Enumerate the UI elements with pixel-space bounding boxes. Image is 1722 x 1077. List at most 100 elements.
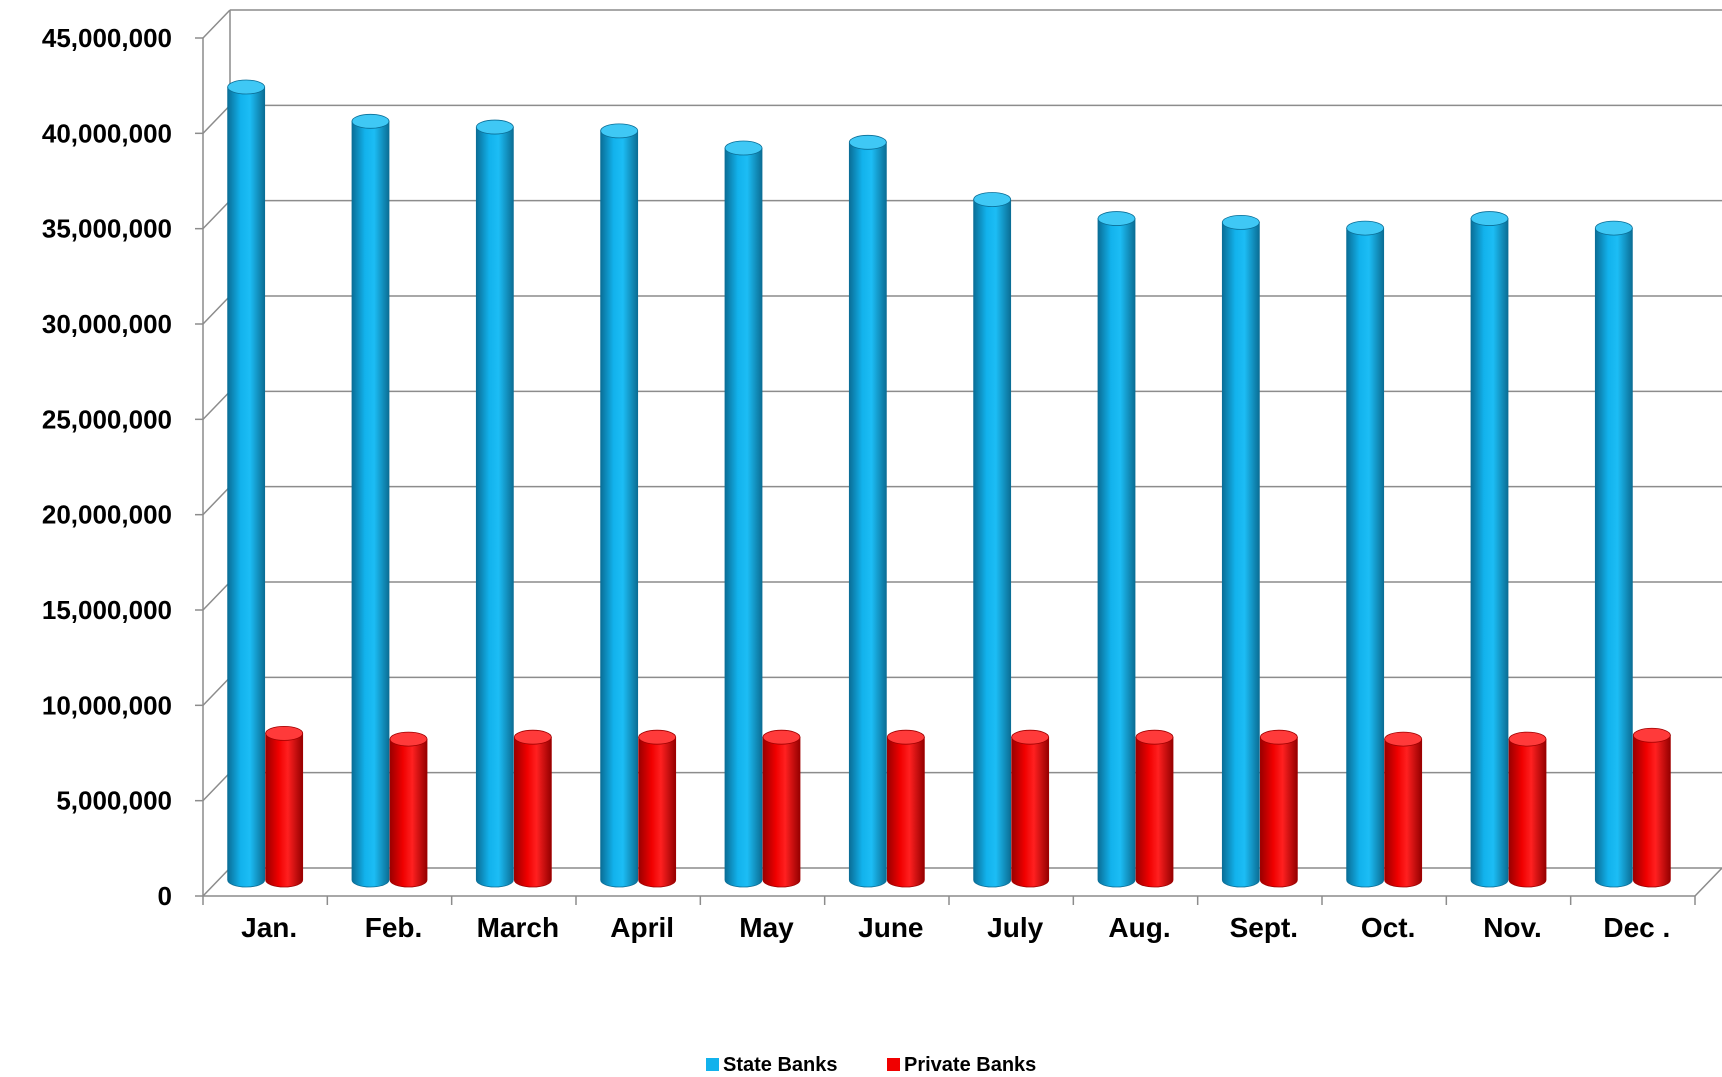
bar-state-banks-may <box>724 140 763 888</box>
bar-cap <box>1346 220 1385 236</box>
bar-cap <box>724 140 763 156</box>
gridline-depth <box>202 486 231 516</box>
bar-body <box>1221 221 1260 888</box>
bar-private-banks-sept <box>1259 729 1298 888</box>
gridline-depth <box>202 867 231 897</box>
labels-layer: 0 5,000,000 10,000,000 15,000,000 20,000,000… <box>42 23 1670 943</box>
bar-cap <box>1011 729 1050 745</box>
bar-body <box>513 736 552 888</box>
bar-cap <box>1259 729 1298 745</box>
bar-state-banks-oct <box>1346 220 1385 888</box>
y-tick-label: 15,000,000 <box>42 595 172 625</box>
x-category-label: Feb. <box>365 912 423 943</box>
bar-state-banks-april <box>600 123 639 888</box>
bar-cap <box>1632 727 1671 743</box>
bar-body <box>1097 218 1136 888</box>
y-tick-label: 5,000,000 <box>56 786 172 816</box>
bar-cap <box>762 729 801 745</box>
x-category-label: June <box>858 912 923 943</box>
bar-state-banks-dec <box>1594 220 1633 888</box>
legend-item-private-banks: Private Banks <box>887 1054 1036 1076</box>
bar-body <box>762 736 801 888</box>
bar-cap <box>1384 731 1423 747</box>
bar-body <box>1594 227 1633 888</box>
y-tick-label: 0 <box>158 881 172 911</box>
bar-private-banks-june <box>886 729 925 888</box>
bar-body <box>973 199 1012 888</box>
y-tick-label: 40,000,000 <box>42 118 172 148</box>
bar-state-banks-sept <box>1221 214 1260 888</box>
bar-cap <box>973 192 1012 207</box>
bar-state-banks-july <box>973 192 1012 888</box>
bar-body <box>475 126 514 888</box>
bar-body <box>886 736 925 888</box>
gridline-depth <box>202 581 231 611</box>
gridline-depth <box>202 200 231 230</box>
bar-private-banks-oct <box>1384 731 1423 888</box>
bar-private-banks-april <box>638 729 677 888</box>
y-tick-label: 10,000,000 <box>42 690 172 720</box>
gridline-depth <box>202 676 231 706</box>
bar-cap <box>600 123 639 139</box>
bar-cap <box>1097 211 1136 226</box>
x-category-label: March <box>477 912 559 943</box>
bar-cap <box>638 729 677 745</box>
y-tick-label: 25,000,000 <box>42 404 172 434</box>
bar-state-banks-jan <box>227 79 266 888</box>
bar-cap <box>848 134 887 150</box>
bar-body <box>1135 736 1174 888</box>
bar-private-banks-dec <box>1632 727 1671 888</box>
bar-private-banks-aug <box>1135 729 1174 888</box>
x-category-label: Nov. <box>1483 912 1542 943</box>
x-category-label: Sept. <box>1230 912 1298 943</box>
bar-body <box>1470 218 1509 888</box>
bar-state-banks-feb <box>351 113 390 888</box>
bar-cap <box>1135 729 1174 745</box>
bar-private-banks-jan <box>265 725 304 888</box>
axis-layer <box>195 37 1722 905</box>
bar-private-banks-feb <box>389 731 428 888</box>
bar-state-banks-march <box>475 119 514 888</box>
legend-label: State Banks <box>723 1054 838 1076</box>
bar-body <box>1632 734 1671 888</box>
floor-right-edge <box>1694 867 1722 897</box>
x-category-label: Oct. <box>1361 912 1415 943</box>
y-tick-label: 45,000,000 <box>42 23 172 53</box>
bar-body <box>389 738 428 888</box>
bar-body <box>351 120 390 888</box>
legend-swatch <box>706 1058 719 1071</box>
bar-cap <box>265 725 304 741</box>
bar-body <box>848 141 887 888</box>
x-category-label: May <box>739 912 794 943</box>
bar-cap <box>513 729 552 745</box>
bar-cap <box>1594 220 1633 236</box>
bar-private-banks-may <box>762 729 801 888</box>
y-tick-label: 35,000,000 <box>42 214 172 244</box>
bar-body <box>227 86 266 888</box>
bar-body <box>724 147 763 888</box>
y-tick-label: 20,000,000 <box>42 500 172 530</box>
x-category-label: Jan. <box>241 912 297 943</box>
bar-state-banks-nov <box>1470 211 1509 888</box>
bar-body <box>638 736 677 888</box>
legend-label: Private Banks <box>904 1054 1036 1076</box>
bar-cap <box>227 79 266 95</box>
y-tick-label: 30,000,000 <box>42 309 172 339</box>
gridline-depth <box>202 9 231 39</box>
bar-private-banks-march <box>513 729 552 888</box>
bar-cap <box>886 729 925 745</box>
bar-state-banks-june <box>848 134 887 888</box>
bar-body <box>1508 738 1547 888</box>
legend: State Banks Private Banks <box>706 1054 1036 1076</box>
bar-cap <box>475 119 514 135</box>
bar-cap <box>1221 214 1260 230</box>
legend-item-state-banks: State Banks <box>706 1054 838 1076</box>
x-category-label: July <box>987 912 1043 943</box>
x-category-label: Dec . <box>1603 912 1670 943</box>
bar-private-banks-july <box>1011 729 1050 888</box>
legend-swatch <box>887 1058 900 1071</box>
bar-cap <box>389 731 428 747</box>
bar-state-banks-aug <box>1097 211 1136 888</box>
gridline-depth <box>202 772 231 802</box>
